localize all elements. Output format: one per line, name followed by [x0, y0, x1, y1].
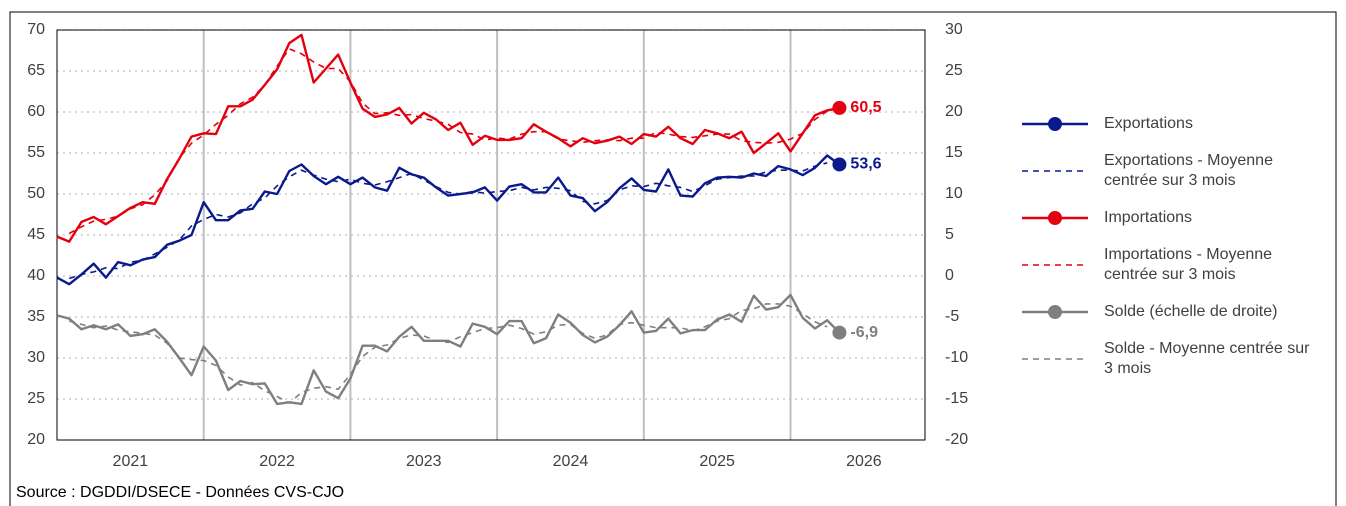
value-label: 53,6 [850, 156, 881, 173]
y2-tick-label: 15 [945, 144, 963, 161]
y2-tick-label: 20 [945, 103, 963, 120]
x-tick-label: 2021 [113, 453, 149, 470]
y-tick-label: 50 [27, 185, 45, 202]
value-label: 60,5 [850, 99, 881, 116]
y2-tick-label: -20 [945, 431, 968, 448]
y-tick-label: 40 [27, 267, 45, 284]
legend-item: Solde (échelle de droite) [1020, 288, 1320, 335]
x-tick-label: 2025 [699, 453, 735, 470]
legend-label: Solde (échelle de droite) [1104, 302, 1278, 320]
y-tick-label: 30 [27, 349, 45, 366]
y-tick-label: 45 [27, 226, 45, 243]
x-tick-label: 2024 [553, 453, 589, 470]
legend-item: Solde - Moyenne centrée sur 3 mois [1020, 335, 1320, 382]
legend-label: Importations [1104, 208, 1193, 226]
series-line [56, 154, 841, 286]
series-line [56, 293, 841, 406]
x-tick-label: 2026 [846, 453, 882, 470]
legend-marker [1048, 210, 1062, 225]
moving-average-line [68, 48, 828, 235]
end-marker [832, 157, 847, 172]
y-tick-label: 65 [27, 62, 45, 79]
x-tick-label: 2022 [259, 453, 295, 470]
legend-label: Solde - Moyenne centrée sur 3 mois [1104, 339, 1310, 377]
legend-item: Exportations - Moyenne centrée sur 3 moi… [1020, 147, 1320, 194]
moving-average-line [68, 303, 828, 404]
legend-item: Importations [1020, 194, 1320, 241]
y2-tick-label: -10 [945, 349, 968, 366]
legend-swatch [1022, 304, 1088, 319]
y-tick-label: 60 [27, 103, 45, 120]
legend-swatch [1022, 210, 1088, 225]
legend-label: Exportations - Moyenne centrée sur 3 moi… [1104, 151, 1273, 189]
legend-label: Exportations [1104, 114, 1193, 132]
legend-marker [1048, 116, 1062, 131]
legend-label: Importations - Moyenne centrée sur 3 moi… [1104, 245, 1273, 283]
y2-tick-label: 0 [945, 267, 954, 284]
legend-item: Importations - Moyenne centrée sur 3 moi… [1020, 241, 1320, 288]
y2-tick-label: 25 [945, 62, 963, 79]
frame [9, 11, 1337, 506]
series-line [56, 33, 840, 243]
y2-tick-label: 5 [945, 226, 954, 243]
y-tick-label: 25 [27, 390, 45, 407]
y2-tick-label: -15 [945, 390, 968, 407]
legend-swatch [1022, 263, 1088, 266]
legend-item: Exportations [1020, 100, 1320, 147]
legend: Exportations Exportations - Moyenne centr… [1020, 100, 1320, 382]
y2-tick-label: 10 [945, 185, 963, 202]
y2-tick-label: -5 [945, 308, 959, 325]
legend-swatch [1022, 169, 1088, 172]
end-marker [832, 100, 847, 115]
y-tick-label: 35 [27, 308, 45, 325]
value-label: -6,9 [850, 324, 878, 341]
y-tick-label: 55 [27, 144, 45, 161]
end-marker [832, 325, 847, 340]
source: Source : DGDDI/DSECE - Données CVS-CJO [16, 484, 344, 501]
y-tick-label: 70 [27, 21, 45, 38]
y2-tick-label: 30 [945, 21, 963, 38]
y-tick-label: 20 [27, 431, 45, 448]
legend-swatch [1022, 357, 1088, 360]
x-tick-label: 2023 [406, 453, 442, 470]
legend-swatch [1022, 116, 1088, 131]
plot-border [56, 29, 926, 441]
legend-marker [1048, 304, 1062, 319]
